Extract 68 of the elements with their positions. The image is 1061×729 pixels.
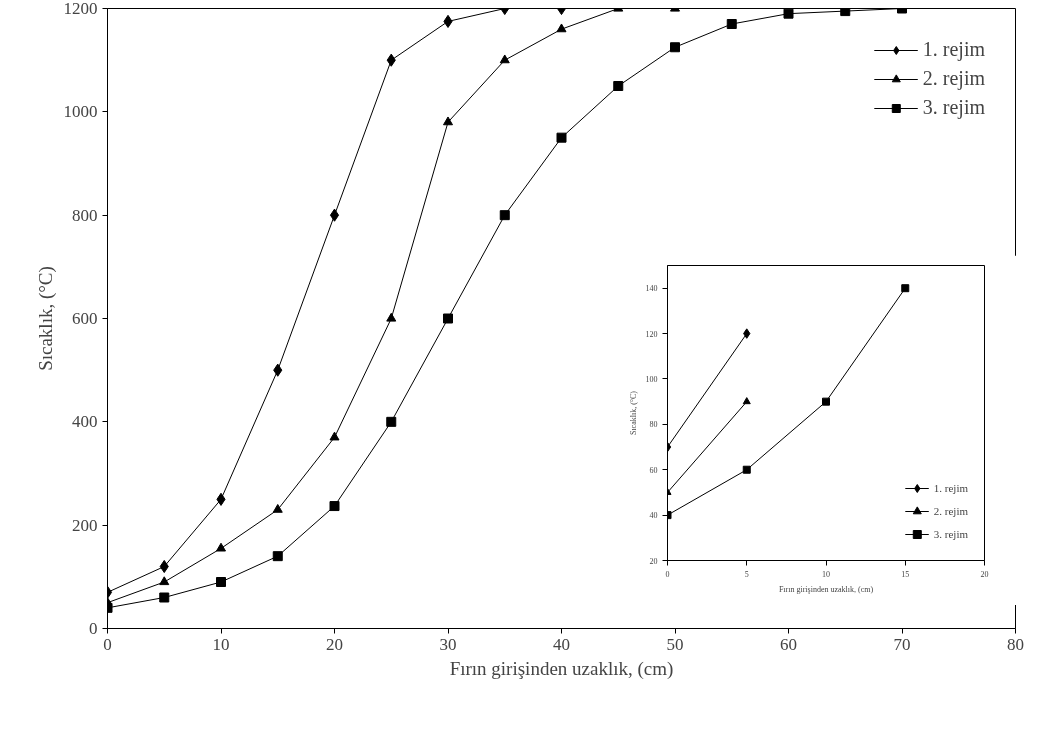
point bbox=[386, 416, 397, 427]
y-tick-label: 800 bbox=[72, 205, 98, 225]
y-tick-label: 80 bbox=[649, 420, 658, 430]
point bbox=[783, 8, 794, 19]
x-axis-title: Fırın girişinden uzaklık, (cm) bbox=[778, 584, 874, 594]
point bbox=[386, 53, 396, 67]
x-tick-label: 10 bbox=[822, 569, 830, 579]
y-tick-label: 60 bbox=[649, 465, 658, 475]
x-tick-label: 80 bbox=[1007, 634, 1024, 654]
point bbox=[329, 208, 340, 222]
point bbox=[216, 542, 226, 552]
point bbox=[743, 328, 751, 339]
point bbox=[159, 576, 170, 586]
point bbox=[216, 492, 226, 506]
x-tick-label: 0 bbox=[665, 569, 670, 579]
point bbox=[670, 42, 680, 53]
x-tick-label: 70 bbox=[893, 634, 911, 654]
point bbox=[499, 54, 510, 64]
point bbox=[556, 23, 567, 33]
point bbox=[613, 81, 624, 91]
y-tick-label: 200 bbox=[72, 515, 98, 535]
x-tick-label: 10 bbox=[212, 634, 230, 654]
y-tick-label: 20 bbox=[649, 556, 658, 566]
x-tick-label: 0 bbox=[103, 634, 112, 654]
x-tick-label: 40 bbox=[553, 634, 570, 654]
point bbox=[329, 431, 340, 441]
point bbox=[742, 465, 751, 474]
x-tick-label: 5 bbox=[744, 569, 749, 579]
x-tick-label: 20 bbox=[326, 634, 343, 654]
point bbox=[822, 397, 830, 406]
legend-label: 3. rejim bbox=[922, 96, 985, 119]
y-tick-label: 120 bbox=[645, 329, 658, 339]
x-axis-title: Fırın girişinden uzaklık, (cm) bbox=[449, 657, 674, 680]
point bbox=[329, 501, 340, 512]
point bbox=[159, 592, 170, 603]
point bbox=[272, 503, 283, 513]
x-tick-label: 50 bbox=[666, 634, 684, 654]
point bbox=[386, 312, 397, 322]
legend-label: 3. rejim bbox=[933, 528, 968, 540]
x-tick-label: 30 bbox=[439, 634, 457, 654]
point bbox=[726, 19, 737, 29]
y-tick-label: 40 bbox=[649, 511, 658, 521]
point bbox=[272, 551, 283, 562]
point bbox=[443, 116, 453, 126]
point bbox=[216, 577, 226, 587]
point bbox=[443, 313, 453, 324]
y-tick-label: 1200 bbox=[63, 0, 98, 18]
y-axis-title: Sıcaklık, (°C) bbox=[628, 390, 638, 436]
y-tick-label: 600 bbox=[72, 309, 98, 328]
x-tick-label: 20 bbox=[980, 569, 989, 579]
y-tick-label: 140 bbox=[645, 284, 658, 294]
y-tick-label: 0 bbox=[89, 619, 98, 638]
x-tick-label: 15 bbox=[901, 569, 910, 579]
y-tick-label: 100 bbox=[645, 374, 658, 384]
legend-label: 2. rejim bbox=[933, 505, 968, 517]
point bbox=[499, 210, 510, 221]
y-tick-label: 1000 bbox=[63, 102, 98, 122]
y-tick-label: 400 bbox=[72, 412, 98, 432]
point bbox=[840, 8, 851, 17]
point bbox=[901, 284, 910, 293]
y-axis-title: Sıcaklık, (°C) bbox=[34, 266, 57, 371]
x-tick-label: 60 bbox=[780, 634, 797, 654]
legend-label: 2. rejim bbox=[922, 67, 985, 90]
point bbox=[556, 132, 567, 143]
legend-label: 1. rejim bbox=[933, 482, 968, 494]
point bbox=[443, 14, 453, 28]
legend-label: 1. rejim bbox=[922, 38, 985, 61]
point bbox=[273, 363, 283, 377]
